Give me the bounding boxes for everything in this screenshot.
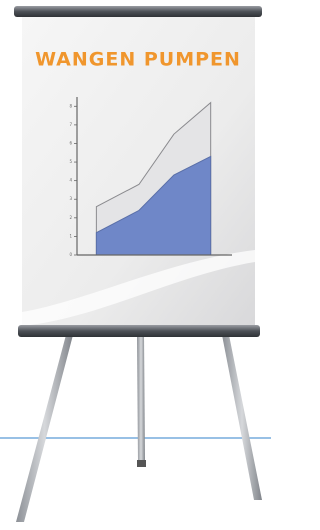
top-bar xyxy=(14,6,262,17)
easel-leg xyxy=(16,335,73,522)
easel-leg xyxy=(137,335,145,462)
bottom-bar xyxy=(18,325,260,337)
leg-foot xyxy=(137,460,146,467)
easel-leg xyxy=(222,335,262,500)
chart-title: WANGEN PUMPEN xyxy=(35,49,241,71)
